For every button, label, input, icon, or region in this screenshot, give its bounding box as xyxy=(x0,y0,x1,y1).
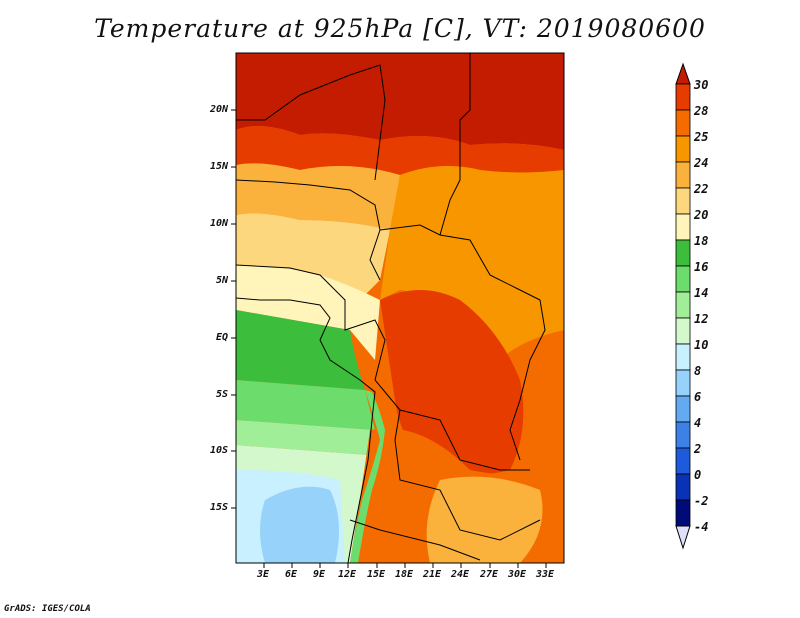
credit-text: GrADS: IGES/COLA xyxy=(4,604,91,614)
colorbar-segment xyxy=(675,421,691,449)
colorbar-segment xyxy=(675,62,691,85)
map-frame xyxy=(235,52,565,564)
lat-label-eq: EQ xyxy=(215,332,228,343)
colorbar-segment xyxy=(675,135,691,163)
map-title: Temperature at 925hPa [C], VT: 201908060… xyxy=(94,14,706,43)
colorbar-label: 0 xyxy=(694,468,702,482)
colorbar-segment xyxy=(675,109,691,137)
colorbar-segment xyxy=(675,343,691,371)
colorbar-segment xyxy=(675,187,691,215)
lon-label-6e: 6E xyxy=(285,569,298,580)
temperature-field xyxy=(236,53,564,563)
colorbar-segment xyxy=(675,447,691,475)
colorbar-segment xyxy=(675,291,691,319)
lat-label-5n: 5N xyxy=(215,275,228,286)
lat-label-20n: 20N xyxy=(209,104,228,115)
lat-label-15s: 15S xyxy=(209,502,228,513)
colorbar-label: 28 xyxy=(694,104,709,118)
colorbar-label: 12 xyxy=(694,312,709,326)
colorbar-label: 20 xyxy=(694,208,709,222)
colorbar-segment xyxy=(675,395,691,423)
colorbar-segment xyxy=(675,213,691,241)
colorbar-segment xyxy=(675,499,691,527)
lat-label-10n: 10N xyxy=(209,218,228,229)
lat-label-5s: 5S xyxy=(215,389,228,400)
lon-label-12e: 12E xyxy=(338,569,357,580)
lat-label-10s: 10S xyxy=(209,445,228,456)
colorbar-segment xyxy=(675,265,691,293)
colorbar-label: 4 xyxy=(694,416,702,430)
lon-label-27e: 27E xyxy=(480,569,499,580)
colorbar-label: 25 xyxy=(694,130,709,144)
lon-label-18e: 18E xyxy=(395,569,414,580)
colorbar-label: 22 xyxy=(694,182,709,196)
colorbar-segment xyxy=(675,525,691,550)
colorbar-label: -2 xyxy=(694,494,709,508)
colorbar-label: 16 xyxy=(694,260,709,274)
country-borders xyxy=(236,53,546,563)
colorbar-label: 24 xyxy=(694,156,709,170)
lon-label-33e: 33E xyxy=(536,569,555,580)
colorbar-label: 8 xyxy=(694,364,702,378)
colorbar-label: 6 xyxy=(694,390,702,404)
lon-label-15e: 15E xyxy=(367,569,386,580)
lon-label-21e: 21E xyxy=(423,569,442,580)
lon-label-24e: 24E xyxy=(451,569,470,580)
colorbar-segment xyxy=(675,317,691,345)
colorbar-label: 10 xyxy=(694,338,709,352)
colorbar-segment xyxy=(675,161,691,189)
colorbar-segment xyxy=(675,473,691,501)
colorbar-label: -4 xyxy=(694,520,709,534)
colorbar-segment xyxy=(675,83,691,111)
axis-ticks xyxy=(231,109,547,568)
colorbar-label: 30 xyxy=(694,78,709,92)
colorbar-segment xyxy=(675,239,691,267)
colorbar xyxy=(675,62,691,550)
colorbar-label: 2 xyxy=(694,442,702,456)
lon-label-30e: 30E xyxy=(508,569,527,580)
lon-label-3e: 3E xyxy=(257,569,270,580)
lat-label-15n: 15N xyxy=(209,161,228,172)
colorbar-label: 18 xyxy=(694,234,709,248)
colorbar-label: 14 xyxy=(694,286,709,300)
lon-label-9e: 9E xyxy=(313,569,326,580)
colorbar-segment xyxy=(675,369,691,397)
